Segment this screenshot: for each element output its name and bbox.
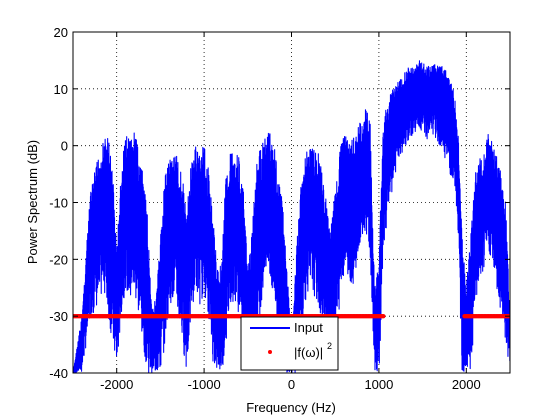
f-series-segment (73, 313, 386, 319)
f-series-segment (462, 313, 510, 319)
y-tick-label: -40 (49, 366, 68, 381)
y-tick-label: -20 (49, 252, 68, 267)
tick-labels: -2000 -1000 0 1000 2000 -40 -30 -20 -10 0 10 20 (49, 25, 481, 392)
x-tick-label: -2000 (100, 377, 133, 392)
legend-box (240, 316, 339, 371)
y-tick-label: 0 (61, 139, 68, 154)
legend-f-swatch (268, 350, 272, 354)
y-tick-label: 10 (54, 82, 68, 97)
legend: Input |f(ω)| 2 (240, 316, 339, 371)
y-tick-label: 20 (54, 25, 68, 40)
x-tick-label: 2000 (452, 377, 481, 392)
y-tick-label: -30 (49, 309, 68, 324)
y-tick-label: -10 (49, 196, 68, 211)
legend-f-label: |f(ω)| (294, 345, 323, 360)
y-axis-label: Power Spectrum (dB) (25, 140, 40, 264)
x-tick-label: -1000 (187, 377, 220, 392)
x-axis-label: Frequency (Hz) (246, 400, 336, 415)
f-series-point (381, 313, 386, 319)
legend-input-label: Input (294, 320, 323, 335)
ticks (73, 31, 510, 374)
legend-f-label-sup: 2 (327, 341, 332, 351)
x-tick-label: 0 (288, 377, 295, 392)
x-tick-label: 1000 (364, 377, 393, 392)
